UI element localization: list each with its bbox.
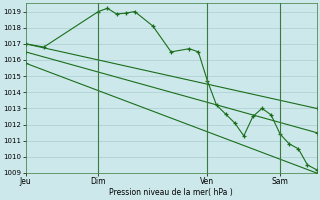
X-axis label: Pression niveau de la mer( hPa ): Pression niveau de la mer( hPa ): [109, 188, 233, 197]
